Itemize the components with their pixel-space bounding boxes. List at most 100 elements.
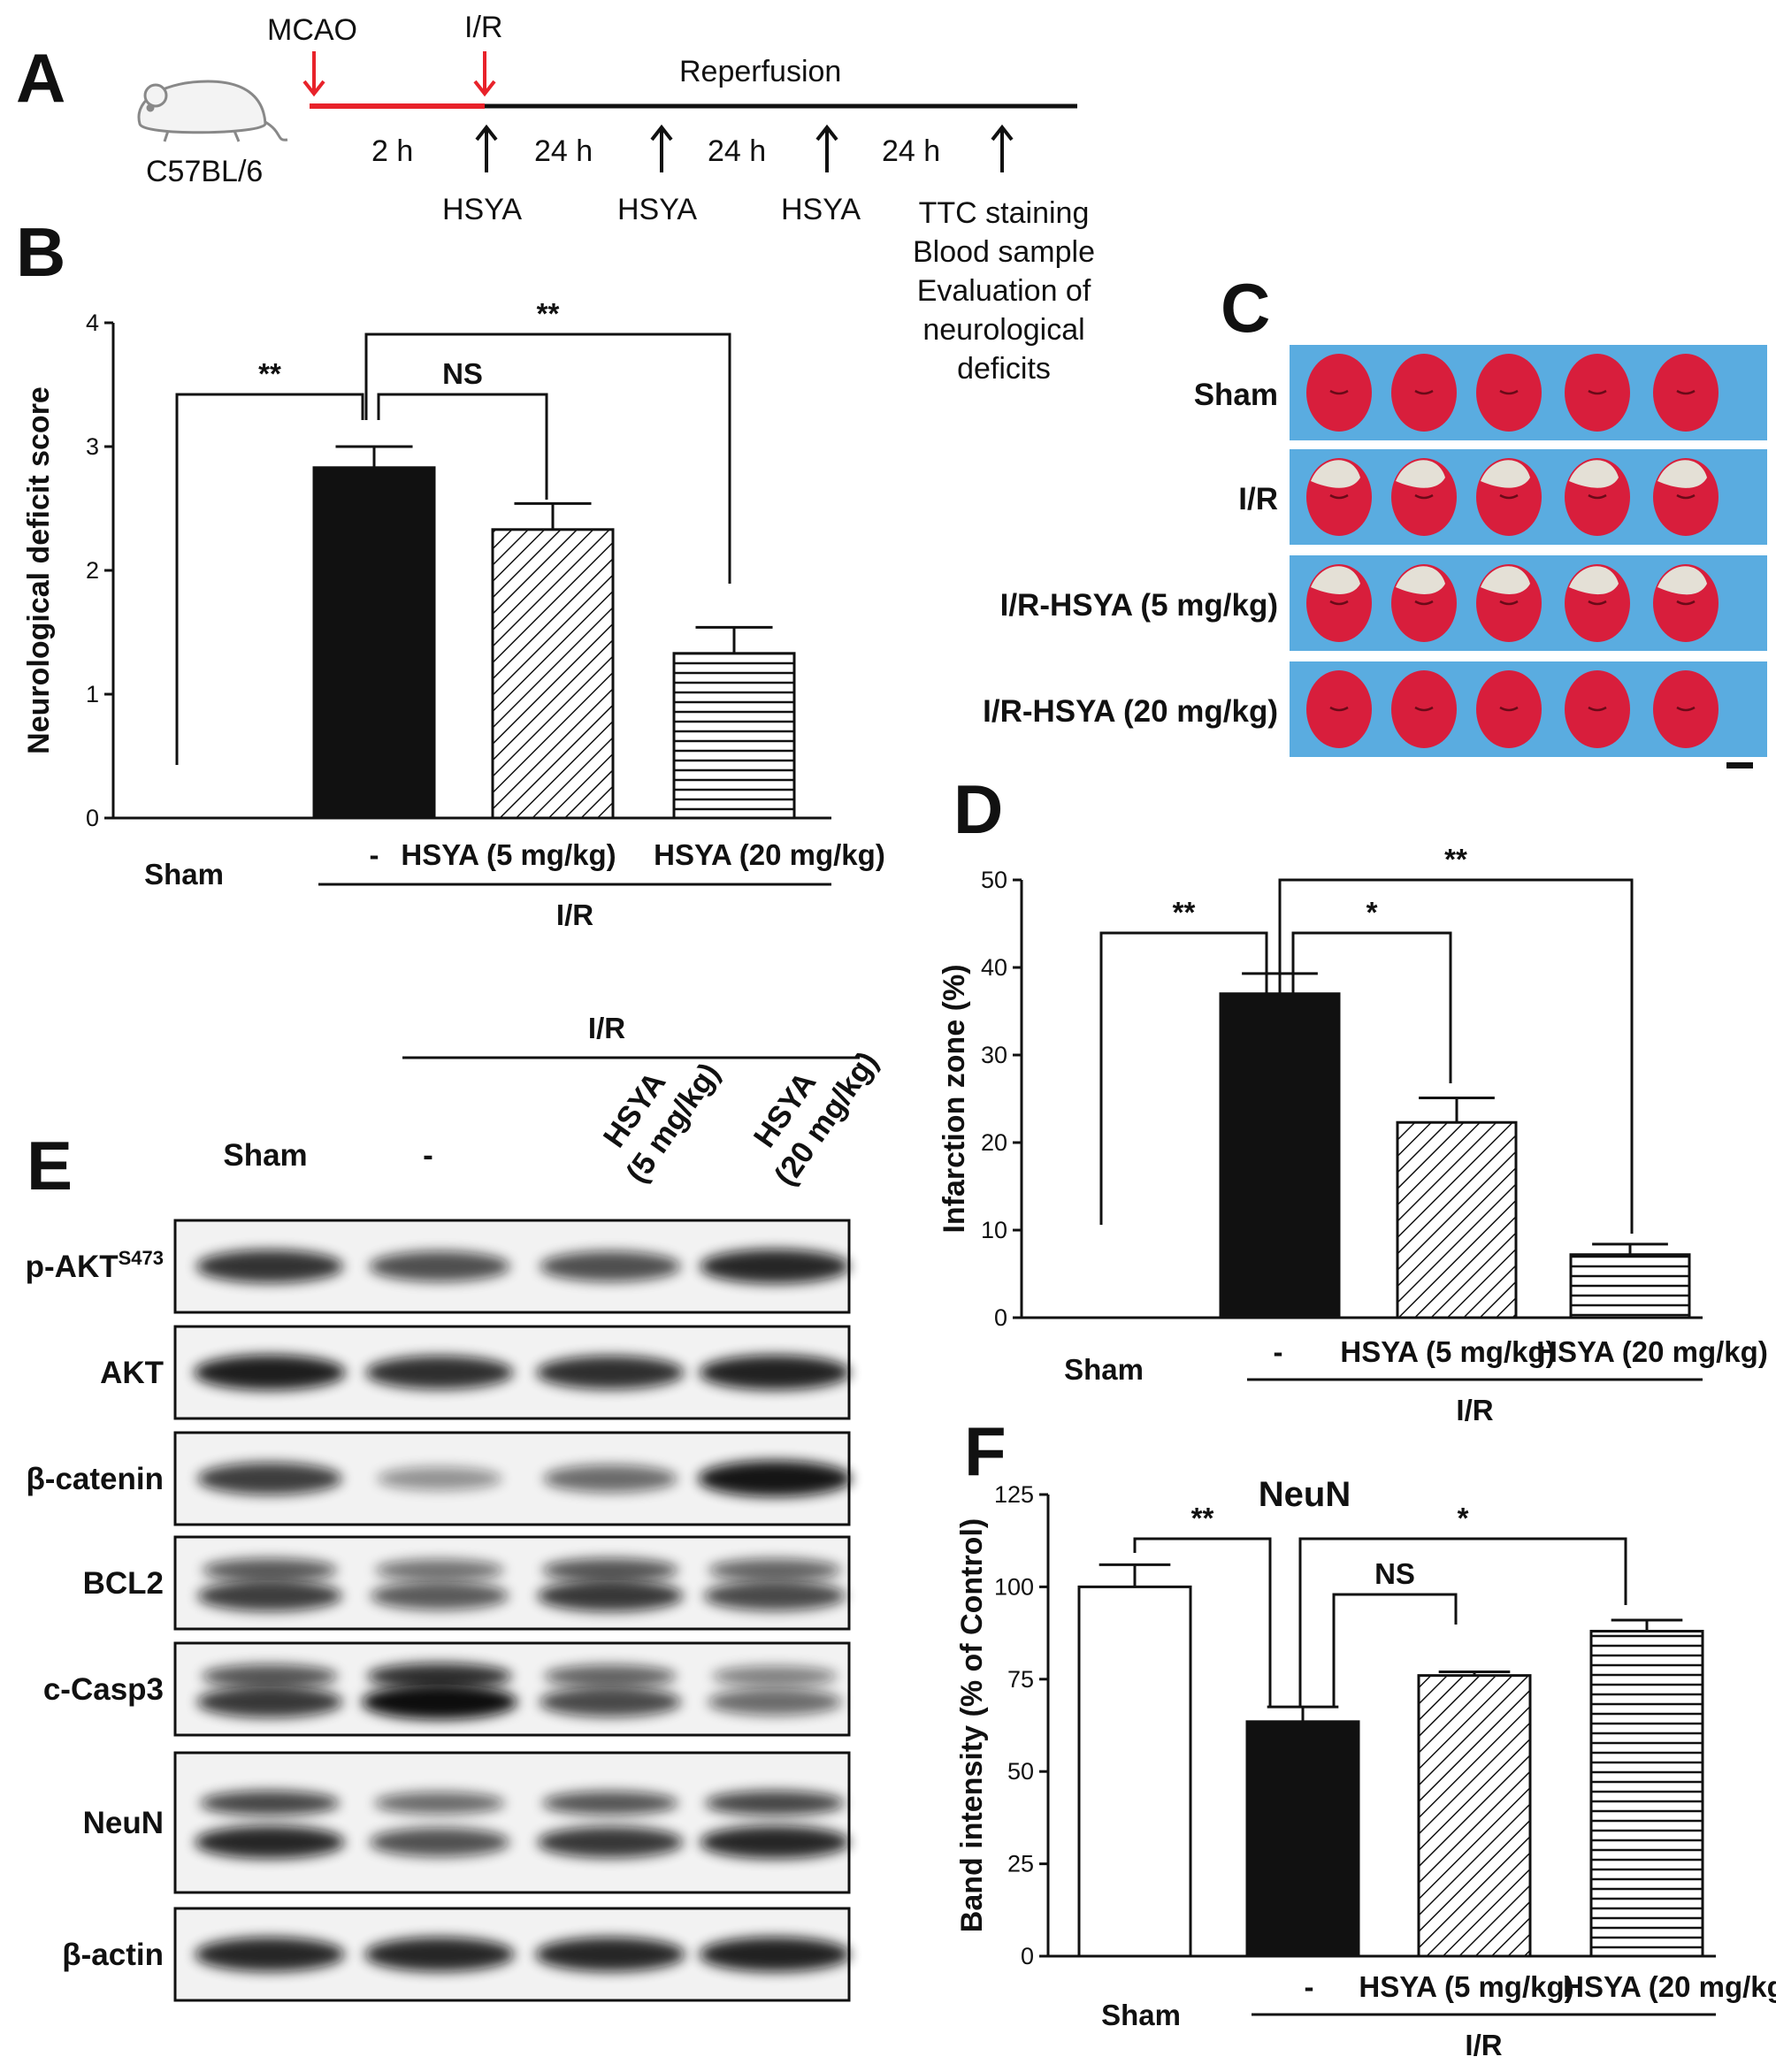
bar (1245, 1720, 1360, 1958)
panel-label-b: B (16, 213, 65, 291)
blot-band (369, 1250, 510, 1282)
ir-arrow-icon (473, 51, 496, 97)
blot-band (708, 1558, 841, 1582)
blot-band (700, 1825, 850, 1859)
endpoint-line-3: Evaluation of (917, 274, 1091, 308)
endpoint-line-4: neurological (922, 313, 1084, 347)
significance-label: ** (537, 297, 560, 330)
blot-label-superscript: S473 (119, 1247, 164, 1269)
blot-band (699, 1937, 851, 1972)
bar (1396, 1120, 1518, 1319)
brain-slice (1653, 354, 1719, 432)
significance-bracket (1133, 1537, 1272, 1707)
infarct-area (1657, 566, 1707, 595)
y-axis-label: Band intensity (% of Control) (955, 1518, 989, 1932)
mcao-arrow-icon (302, 51, 325, 97)
blot-label-main: AKT (100, 1356, 164, 1390)
infarct-area (1569, 460, 1619, 488)
bar (1417, 1674, 1532, 1958)
blot-row: β-catenin (26, 1431, 852, 1526)
brain-slice (1306, 458, 1372, 536)
bar (1589, 1630, 1704, 1958)
category-label: Sham (144, 858, 224, 891)
blot-band (365, 1356, 514, 1389)
blot-band (197, 1580, 342, 1612)
blot-band (699, 1355, 851, 1390)
reperfusion-label: Reperfusion (679, 55, 841, 88)
significance-bracket (175, 393, 364, 765)
blot-band (535, 1937, 685, 1972)
treatment-arrow-icons (475, 124, 1014, 172)
blot-band (543, 1464, 677, 1493)
blot-band (536, 1356, 685, 1389)
blot-row: c-Casp3 (43, 1641, 851, 1737)
significance-bracket (1298, 1537, 1627, 1707)
blot-label: β-actin (62, 1938, 164, 1972)
ventricle-mark (1329, 493, 1349, 500)
infarct-area (1481, 566, 1530, 594)
brain-slice (1306, 354, 1372, 432)
blot-band (367, 1663, 512, 1690)
blot-band (200, 1790, 340, 1816)
infarct-area (1569, 566, 1619, 595)
blot-band (708, 1688, 842, 1716)
y-tick-label: 3 (86, 433, 99, 460)
category-label: HSYA (20 mg/kg) (654, 838, 885, 871)
blot-band (202, 1663, 338, 1688)
infarct-area (1311, 566, 1360, 594)
blot-label: AKT (100, 1356, 164, 1390)
blot-label-main: p-AKT (26, 1250, 119, 1284)
y-tick-label: 20 (981, 1129, 1007, 1156)
significance-bracket (1332, 1593, 1458, 1707)
bar (491, 528, 615, 820)
panel-label-c: C (1221, 269, 1270, 347)
header-group-label: I/R (588, 1012, 625, 1044)
blot-band (544, 1664, 677, 1688)
endpoint-line-5: deficits (957, 352, 1051, 386)
duration-3: 24 h (708, 134, 766, 168)
bar (1077, 1585, 1192, 1958)
blot-frame (173, 1751, 851, 1894)
group-label: I/R (1465, 2029, 1502, 2061)
bar (1569, 1253, 1691, 1319)
infarct-area (1396, 460, 1445, 488)
significance-label: ** (1191, 1502, 1214, 1534)
y-tick-label: 1 (86, 681, 99, 707)
brain-slice (1476, 564, 1542, 642)
category-label: HSYA (20 mg/kg) (1563, 1970, 1776, 2003)
blot-label-main: c-Casp3 (43, 1672, 164, 1707)
y-tick-label: 0 (1021, 1943, 1034, 1969)
brain-slice (1476, 458, 1542, 536)
lane-label-sham: Sham (223, 1138, 307, 1173)
mouse-icon (137, 80, 288, 142)
blot-label: c-Casp3 (43, 1672, 164, 1707)
ventricle-mark (1329, 600, 1349, 606)
blot-band (705, 1790, 845, 1816)
strain-label: C57BL/6 (146, 155, 263, 188)
blot-band (374, 1792, 505, 1815)
y-axis-label: Infarction zone (%) (938, 964, 971, 1233)
blot-band (537, 1579, 684, 1612)
blot-band (542, 1557, 678, 1582)
endpoint-line-1: TTC staining (919, 196, 1090, 230)
blot-band (196, 1686, 343, 1718)
ventricle-mark (1676, 600, 1696, 606)
ttc-row-label: I/R (1238, 482, 1278, 516)
y-tick-label: 0 (994, 1304, 1007, 1331)
y-tick-label: 40 (981, 954, 1007, 981)
chart-title: NeuN (1259, 1475, 1351, 1514)
panel-label-f: F (964, 1412, 1007, 1490)
y-tick-label: 125 (994, 1481, 1034, 1508)
brain-slice (1653, 564, 1719, 642)
endpoint-line-2: Blood sample (913, 235, 1095, 269)
blot-row: β-actin (62, 1907, 851, 2002)
panel-label-d: D (953, 770, 1003, 848)
blot-band (700, 1249, 850, 1284)
category-label: Sham (1064, 1353, 1144, 1386)
endpoint-list: TTC staining Blood sample Evaluation of … (913, 196, 1095, 386)
brain-slice (1306, 670, 1372, 748)
infarct-area (1396, 566, 1445, 594)
